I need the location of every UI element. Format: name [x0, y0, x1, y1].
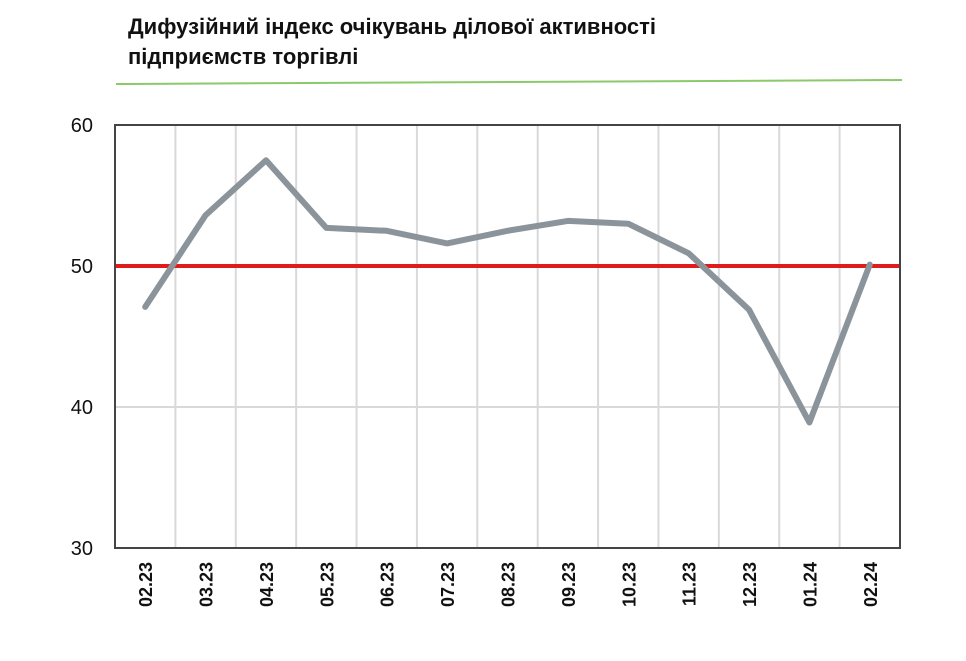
data-point: [867, 262, 873, 268]
data-point: [625, 221, 631, 227]
x-tick-label: 11.23: [680, 562, 700, 606]
x-tick-label: 02.23: [136, 562, 156, 607]
data-point: [746, 307, 752, 313]
x-tick-label: 05.23: [317, 562, 337, 607]
x-tick-label: 12.23: [740, 562, 760, 607]
y-tick-label: 60: [71, 115, 93, 137]
series-layer: [142, 157, 873, 426]
x-tick-label: 02.24: [861, 562, 881, 607]
x-tick-label: 10.23: [619, 562, 639, 607]
x-tick-label: 03.23: [197, 562, 217, 607]
x-tick-label: 09.23: [559, 562, 579, 607]
title-underline: [115, 79, 903, 85]
y-tick-label: 40: [71, 397, 93, 419]
chart-title-line-1: Дифузійний індекс очікувань ділової акти…: [128, 14, 657, 39]
y-axis-ticks: 30 40 50 60: [71, 115, 93, 560]
data-point: [686, 250, 692, 256]
data-point: [203, 212, 209, 218]
plot-frame: [114, 124, 901, 549]
x-tick-label: 08.23: [499, 562, 519, 607]
data-point: [263, 157, 269, 163]
data-point: [505, 228, 510, 234]
data-point: [384, 228, 390, 234]
chart-title-line-2: підприємств торгівлі: [128, 44, 359, 69]
data-point: [142, 304, 148, 310]
x-tick-label: 07.23: [438, 562, 458, 607]
y-tick-label: 50: [71, 256, 93, 278]
series-line: [142, 157, 873, 426]
data-point: [806, 420, 812, 426]
data-point: [323, 225, 329, 231]
y-tick-label: 30: [71, 538, 93, 560]
data-point: [444, 240, 450, 246]
chart-title: Дифузійний індекс очікувань ділової акти…: [128, 12, 888, 72]
x-axis-ticks: 02.23 03.23 04.23 05.23 06.23 07.23 08.23 09.23…: [136, 562, 881, 607]
x-tick-label: 01.24: [800, 562, 820, 607]
x-tick-label: 06.23: [378, 562, 398, 607]
x-tick-label: 04.23: [257, 562, 277, 607]
data-point: [565, 218, 571, 224]
